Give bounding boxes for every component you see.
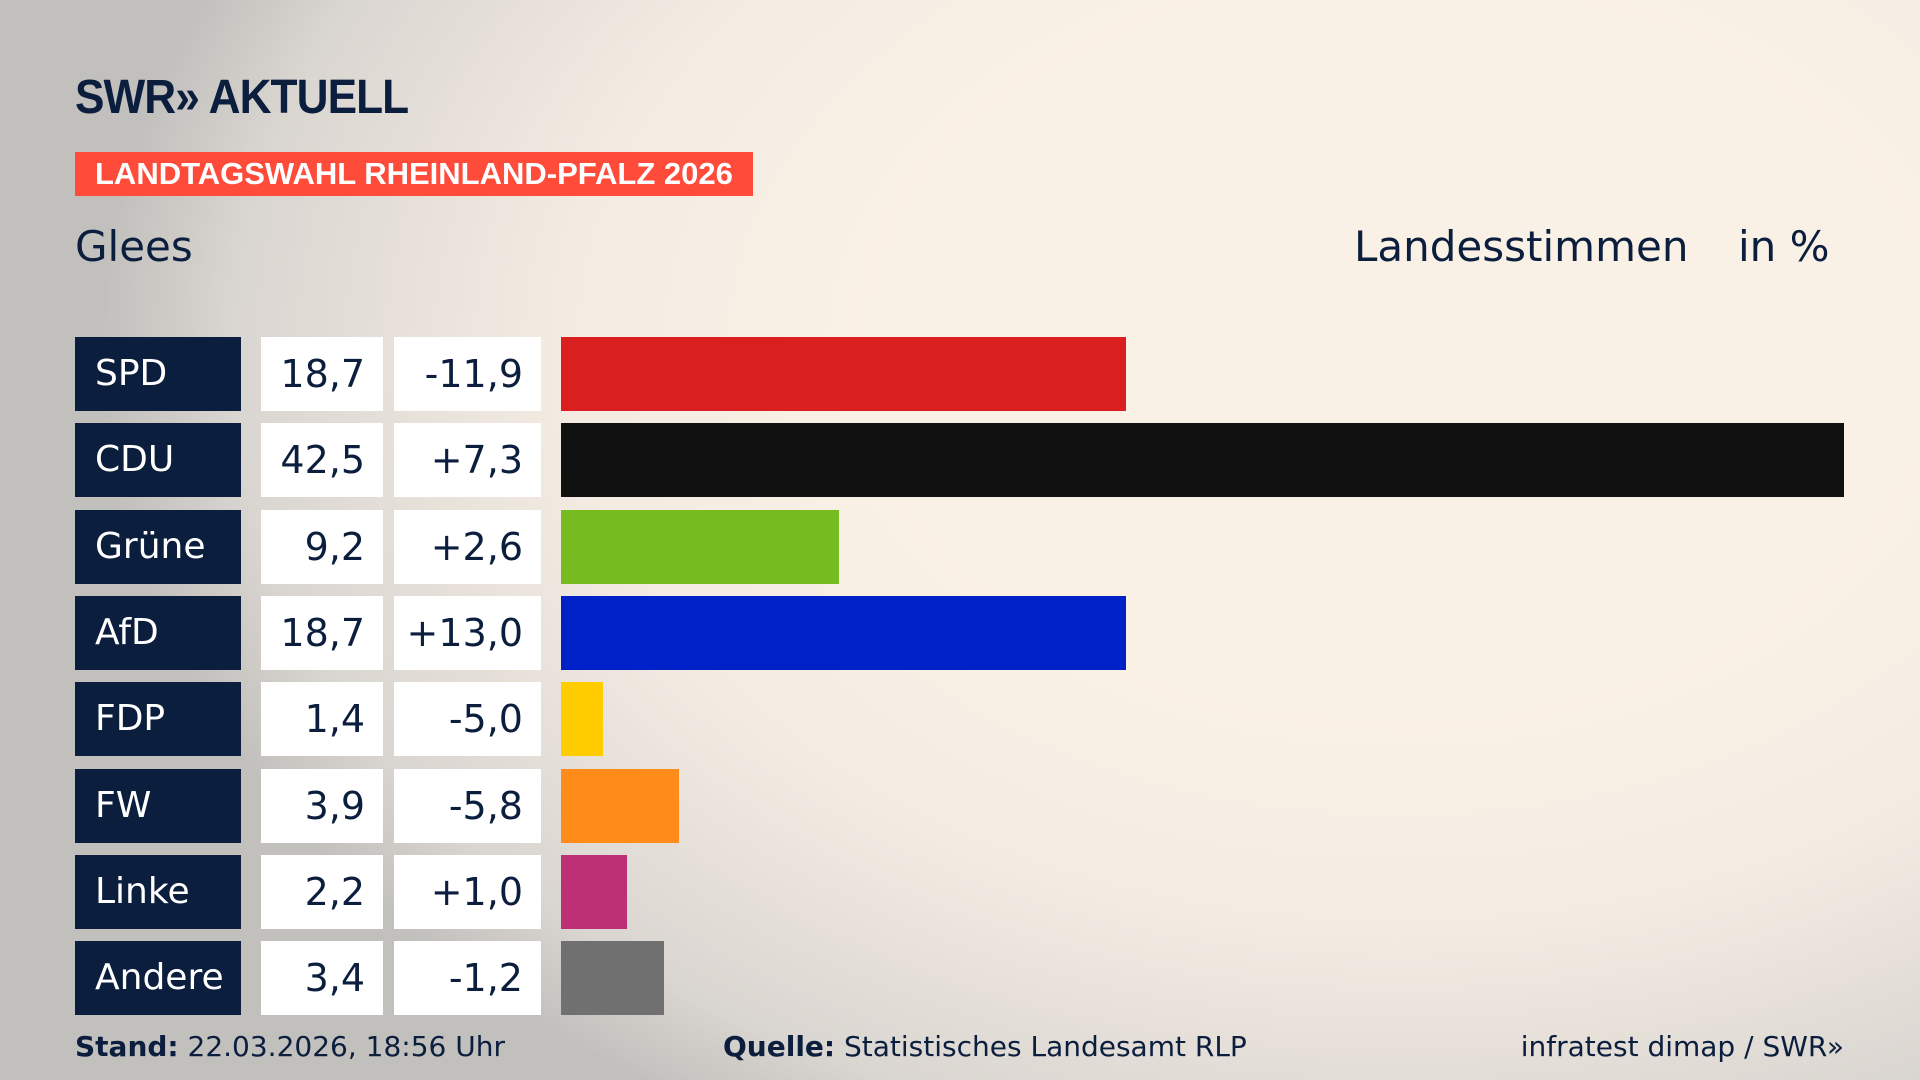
source: Quelle: Statistisches Landesamt RLP <box>723 1030 1247 1063</box>
bar <box>561 337 1126 411</box>
party-row: AfD 18,7 +13,0 <box>75 595 1875 670</box>
bar <box>561 768 679 843</box>
place-title: Glees <box>75 222 193 271</box>
stand: Stand: 22.03.2026, 18:56 Uhr <box>75 1030 505 1063</box>
measure-label: Landesstimmen <box>1354 222 1689 271</box>
party-label: AfD <box>75 595 241 670</box>
party-label: FDP <box>75 682 241 757</box>
election-banner: LANDTAGSWAHL RHEINLAND-PFALZ 2026 <box>75 152 753 196</box>
diff-label: -1,2 <box>394 941 541 1016</box>
party-row: SPD 18,7 -11,9 <box>75 337 1875 411</box>
bar <box>561 509 839 584</box>
bar <box>561 423 1844 498</box>
party-label: FW <box>75 768 241 843</box>
bar <box>561 682 604 757</box>
value-label: 18,7 <box>261 337 383 411</box>
bar <box>561 595 1126 670</box>
diff-label: +13,0 <box>394 595 541 670</box>
party-label: Andere <box>75 941 241 1016</box>
source-label: Quelle: <box>723 1030 836 1063</box>
unit-label: in % <box>1738 222 1830 271</box>
diff-label: -5,0 <box>394 682 541 757</box>
party-row: FDP 1,4 -5,0 <box>75 682 1875 757</box>
value-label: 1,4 <box>261 682 383 757</box>
value-label: 2,2 <box>261 854 383 929</box>
stand-label: Stand: <box>75 1030 179 1063</box>
value-label: 3,9 <box>261 768 383 843</box>
party-row: FW 3,9 -5,8 <box>75 768 1875 843</box>
value-label: 9,2 <box>261 509 383 584</box>
diff-label: -11,9 <box>394 337 541 411</box>
swr-aktuell-logo: SWR» AKTUELL <box>75 71 409 124</box>
diff-label: -5,8 <box>394 768 541 843</box>
party-label: CDU <box>75 423 241 498</box>
bar <box>561 854 628 929</box>
party-label: SPD <box>75 337 241 411</box>
party-row: Andere 3,4 -1,2 <box>75 941 1875 1016</box>
value-label: 18,7 <box>261 595 383 670</box>
credit: infratest dimap / SWR» <box>1520 1030 1844 1063</box>
diff-label: +7,3 <box>394 423 541 498</box>
party-label: Linke <box>75 854 241 929</box>
party-label: Grüne <box>75 509 241 584</box>
party-row: Linke 2,2 +1,0 <box>75 854 1875 929</box>
party-row: CDU 42,5 +7,3 <box>75 423 1875 498</box>
stand-value: 22.03.2026, 18:56 Uhr <box>178 1030 505 1063</box>
diff-label: +2,6 <box>394 509 541 584</box>
value-label: 3,4 <box>261 941 383 1016</box>
bar <box>561 941 664 1016</box>
source-value: Statistisches Landesamt RLP <box>835 1030 1247 1063</box>
party-row: Grüne 9,2 +2,6 <box>75 509 1875 584</box>
diff-label: +1,0 <box>394 854 541 929</box>
value-label: 42,5 <box>261 423 383 498</box>
